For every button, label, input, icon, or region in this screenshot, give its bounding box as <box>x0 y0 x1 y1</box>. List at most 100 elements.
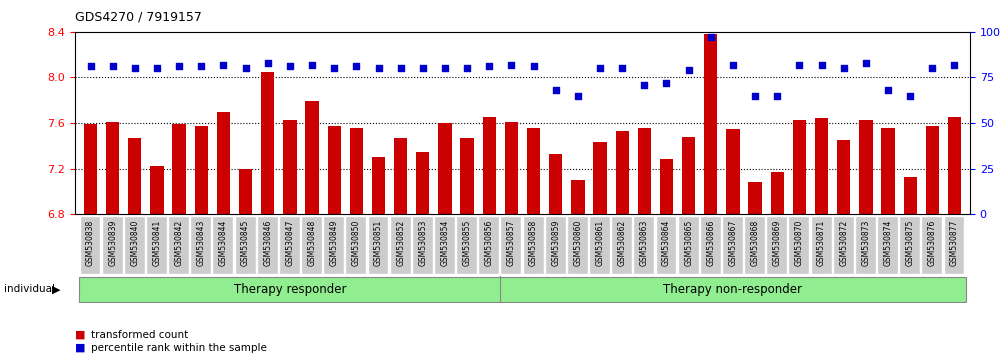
Text: GSM530872: GSM530872 <box>839 219 848 266</box>
FancyBboxPatch shape <box>856 217 876 274</box>
Bar <box>815 119 828 214</box>
Point <box>924 65 940 71</box>
FancyBboxPatch shape <box>258 217 278 274</box>
Bar <box>106 122 119 214</box>
Text: GSM530847: GSM530847 <box>285 219 294 266</box>
FancyBboxPatch shape <box>479 217 499 274</box>
Point <box>570 93 586 98</box>
Text: GSM530858: GSM530858 <box>529 219 538 266</box>
Bar <box>837 140 850 214</box>
FancyBboxPatch shape <box>878 217 898 274</box>
Text: GSM530842: GSM530842 <box>175 219 184 266</box>
Point <box>260 60 276 66</box>
Bar <box>859 120 873 214</box>
Text: GSM530848: GSM530848 <box>308 219 317 266</box>
Text: GSM530838: GSM530838 <box>86 219 95 266</box>
FancyBboxPatch shape <box>812 217 832 274</box>
Bar <box>239 169 252 214</box>
FancyBboxPatch shape <box>81 217 100 274</box>
FancyBboxPatch shape <box>346 217 366 274</box>
Point <box>171 64 187 69</box>
FancyBboxPatch shape <box>745 217 765 274</box>
FancyBboxPatch shape <box>147 217 167 274</box>
Point <box>747 93 763 98</box>
Bar <box>305 101 319 214</box>
FancyBboxPatch shape <box>900 217 920 274</box>
Point <box>769 93 785 98</box>
Point <box>836 65 852 71</box>
Text: GSM530861: GSM530861 <box>596 219 605 266</box>
Text: GSM530865: GSM530865 <box>684 219 693 266</box>
FancyBboxPatch shape <box>169 217 189 274</box>
Bar <box>505 122 518 214</box>
Text: GSM530841: GSM530841 <box>152 219 161 266</box>
Point <box>437 65 453 71</box>
FancyBboxPatch shape <box>435 217 455 274</box>
Bar <box>416 152 429 214</box>
FancyBboxPatch shape <box>457 217 477 274</box>
Text: GSM530845: GSM530845 <box>241 219 250 266</box>
Bar <box>948 117 961 214</box>
Text: GSM530873: GSM530873 <box>861 219 870 266</box>
Point <box>481 64 497 69</box>
Point <box>858 60 874 66</box>
Bar <box>726 129 740 214</box>
Bar <box>483 117 496 214</box>
Text: GSM530857: GSM530857 <box>507 219 516 266</box>
FancyBboxPatch shape <box>657 217 676 274</box>
Bar <box>172 124 186 214</box>
FancyBboxPatch shape <box>324 217 344 274</box>
Text: GSM530864: GSM530864 <box>662 219 671 266</box>
Text: GSM530844: GSM530844 <box>219 219 228 266</box>
Text: GSM530850: GSM530850 <box>352 219 361 266</box>
Text: GSM530875: GSM530875 <box>906 219 915 266</box>
Point <box>814 62 830 68</box>
Text: GSM530852: GSM530852 <box>396 219 405 266</box>
Point <box>83 64 99 69</box>
Point <box>326 65 342 71</box>
Text: GSM530862: GSM530862 <box>618 219 627 266</box>
Point <box>725 62 741 68</box>
Text: GSM530869: GSM530869 <box>773 219 782 266</box>
FancyBboxPatch shape <box>413 217 433 274</box>
Bar <box>195 126 208 214</box>
Text: GSM530868: GSM530868 <box>751 219 760 266</box>
Bar <box>283 120 297 214</box>
Point <box>614 65 630 71</box>
FancyBboxPatch shape <box>789 217 809 274</box>
FancyBboxPatch shape <box>280 217 300 274</box>
Text: GSM530863: GSM530863 <box>640 219 649 266</box>
Text: GSM530851: GSM530851 <box>374 219 383 266</box>
Text: GDS4270 / 7919157: GDS4270 / 7919157 <box>75 11 202 24</box>
FancyBboxPatch shape <box>79 277 966 302</box>
Point <box>304 62 320 68</box>
FancyBboxPatch shape <box>612 217 632 274</box>
Text: GSM530840: GSM530840 <box>130 219 139 266</box>
Point <box>636 82 652 87</box>
Text: GSM530859: GSM530859 <box>551 219 560 266</box>
FancyBboxPatch shape <box>945 217 964 274</box>
Bar <box>394 138 407 214</box>
FancyBboxPatch shape <box>590 217 610 274</box>
Bar <box>217 112 230 214</box>
FancyBboxPatch shape <box>191 217 211 274</box>
Point <box>238 65 254 71</box>
FancyBboxPatch shape <box>501 217 521 274</box>
Bar <box>593 142 607 214</box>
Bar <box>660 159 673 214</box>
Bar <box>571 180 585 214</box>
Point <box>902 93 918 98</box>
FancyBboxPatch shape <box>679 217 699 274</box>
FancyBboxPatch shape <box>546 217 566 274</box>
Bar <box>793 120 806 214</box>
Bar <box>704 34 717 214</box>
Bar <box>328 126 341 214</box>
FancyBboxPatch shape <box>391 217 411 274</box>
FancyBboxPatch shape <box>767 217 787 274</box>
Text: ■: ■ <box>75 343 86 353</box>
Text: GSM530843: GSM530843 <box>197 219 206 266</box>
Point <box>459 65 475 71</box>
Bar <box>881 127 895 214</box>
Point <box>127 65 143 71</box>
Point <box>393 65 409 71</box>
